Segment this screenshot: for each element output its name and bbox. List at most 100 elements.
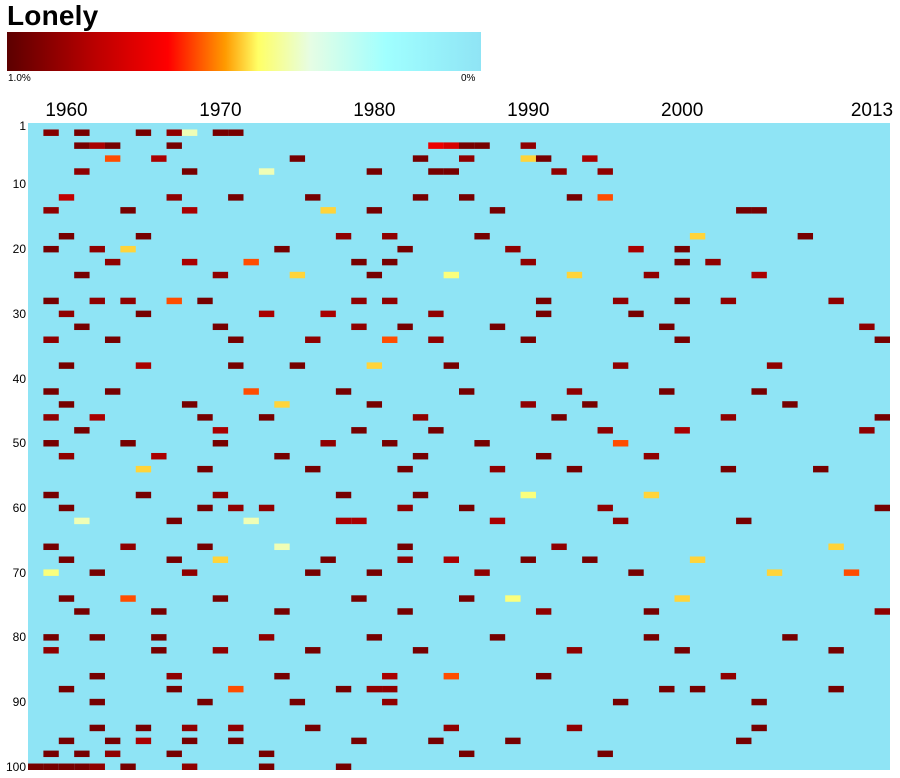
heatmap-cell (674, 427, 690, 434)
heatmap-cell (166, 685, 182, 693)
heatmap-cell (366, 634, 383, 641)
heatmap-cell (320, 440, 336, 447)
heatmap-cell (58, 737, 75, 745)
heatmap-cell (212, 129, 229, 136)
heatmap-cell (720, 297, 737, 305)
heatmap-cell (859, 427, 875, 434)
heatmap-cell (397, 323, 413, 331)
heatmap-cell (674, 297, 690, 305)
heatmap-cell (843, 569, 860, 576)
heatmap-cell (74, 750, 90, 758)
heatmap-cell (258, 414, 275, 421)
heatmap-cell (566, 388, 583, 395)
heatmap-cell (628, 310, 644, 318)
heatmap-cell (520, 491, 536, 499)
heatmap-cell (751, 271, 767, 279)
heatmap-cell (689, 685, 706, 693)
heatmap-cell (412, 647, 429, 654)
heatmap-cell (151, 608, 167, 615)
heatmap-cell (720, 672, 737, 680)
heatmap-cell (505, 595, 521, 602)
heatmap-cell (74, 142, 90, 149)
x-tick-label: 1970 (199, 100, 242, 121)
heatmap-cell (412, 414, 429, 421)
heatmap-cell (489, 517, 506, 525)
heatmap-cell (43, 491, 59, 499)
heatmap-cell (228, 362, 244, 369)
heatmap-cell (74, 608, 90, 615)
heatmap-cell (197, 698, 213, 706)
heatmap-cell (89, 297, 105, 305)
heatmap-cell (135, 232, 152, 240)
heatmap-cell (813, 465, 829, 473)
heatmap-cell (258, 634, 275, 641)
heatmap-cell (258, 750, 275, 758)
heatmap-cell (428, 142, 444, 149)
heatmap-cell (828, 647, 844, 654)
heatmap-cell (104, 258, 121, 266)
heatmap-cell (212, 595, 229, 602)
heatmap-cell (289, 698, 306, 706)
heatmap-cell (43, 440, 59, 447)
heatmap-cell (58, 194, 75, 201)
heatmap-cell (443, 168, 459, 175)
heatmap-cell (120, 207, 136, 214)
heatmap-cell (566, 724, 583, 732)
heatmap-cell (659, 388, 675, 395)
heatmap-cell (181, 258, 198, 266)
heatmap-cell (366, 362, 383, 369)
x-tick-label: 1960 (45, 100, 88, 121)
heatmap-cell (782, 401, 798, 408)
heatmap-cell (397, 504, 413, 512)
heatmap-cell (366, 569, 383, 576)
heatmap-cell (459, 142, 475, 149)
heatmap-cell (674, 258, 690, 266)
heatmap-cell (766, 362, 783, 369)
heatmap-cell (659, 323, 675, 331)
heatmap-cell (382, 685, 398, 693)
heatmap-cell (258, 504, 275, 512)
heatmap-cell (151, 634, 167, 641)
heatmap-cell (443, 672, 459, 680)
heatmap-cell (597, 750, 613, 758)
heatmap-cell (274, 452, 290, 460)
heatmap-cell (228, 685, 244, 693)
heatmap-cell (335, 232, 352, 240)
heatmap-cell (828, 543, 844, 551)
heatmap-cell (43, 297, 59, 305)
heatmap-cell (58, 401, 75, 408)
heatmap-cell (305, 336, 321, 343)
heatmap-cell (566, 465, 583, 473)
y-tick-label: 10 (12, 177, 26, 192)
heatmap-cell (474, 440, 490, 447)
heatmap-cell (166, 672, 182, 680)
heatmap-cell (181, 129, 198, 136)
heatmap-plot (28, 123, 890, 770)
heatmap-cell (58, 556, 75, 563)
heatmap-cell (535, 452, 552, 460)
heatmap-cell (274, 401, 290, 408)
heatmap-cell (459, 504, 475, 512)
x-tick-label: 2000 (661, 100, 704, 121)
heatmap-cell (43, 129, 59, 136)
heatmap-cell (382, 336, 398, 343)
heatmap-cell (535, 155, 552, 162)
heatmap-cell (443, 362, 459, 369)
heatmap-cell (751, 207, 767, 214)
x-tick-label: 1990 (507, 100, 550, 121)
heatmap-cell (305, 465, 321, 473)
heatmap-cell (228, 194, 244, 201)
heatmap-cell (181, 724, 198, 732)
heatmap-cell (566, 271, 583, 279)
heatmap-cell (443, 556, 459, 563)
heatmap-cell (428, 737, 444, 745)
heatmap-cell (212, 440, 229, 447)
heatmap-cell (443, 142, 459, 149)
heatmap-cell (474, 232, 490, 240)
heatmap-cell (43, 207, 59, 214)
heatmap-cell (258, 168, 275, 175)
heatmap-cell (166, 517, 182, 525)
heatmap-cell (43, 763, 59, 770)
heatmap-cell (412, 155, 429, 162)
heatmap-cell (689, 232, 706, 240)
